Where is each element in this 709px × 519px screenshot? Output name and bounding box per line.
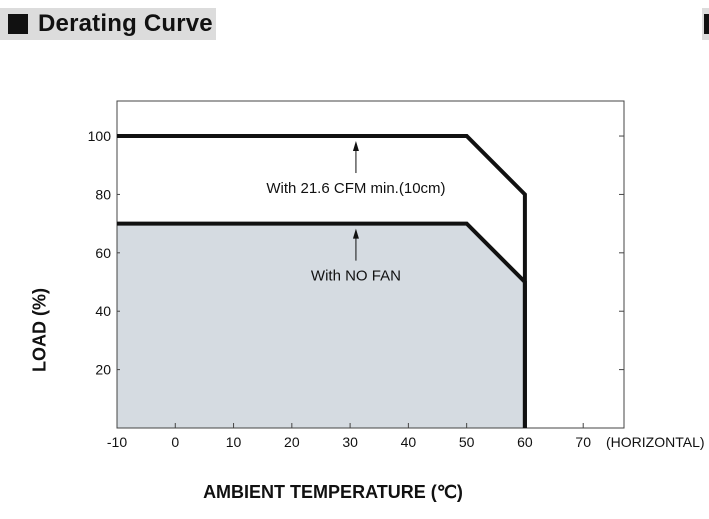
y-tick-label: 40: [95, 303, 111, 319]
x-tick-label: -10: [107, 434, 127, 450]
x-tick-label: 0: [171, 434, 179, 450]
square-bullet-icon: [704, 14, 709, 34]
square-bullet-icon: [8, 14, 28, 34]
y-tick-label: 60: [95, 245, 111, 261]
section-title: Derating Curve: [38, 10, 213, 37]
x-tick-label: 30: [342, 434, 358, 450]
x-tick-label: 50: [459, 434, 475, 450]
x-axis-horizontal-note: (HORIZONTAL): [606, 434, 705, 450]
plot-frame: [116, 100, 625, 429]
next-section-header-edge: [702, 8, 709, 40]
x-tick-label: 60: [517, 434, 533, 450]
y-axis-label: LOAD (%): [29, 288, 50, 372]
section-header: Derating Curve: [0, 8, 216, 40]
x-tick-label: 20: [284, 434, 300, 450]
y-tick-label: 80: [95, 186, 111, 202]
series-1-line: [117, 221, 527, 428]
x-tick-label: 70: [575, 434, 591, 450]
series-1-area: [117, 223, 525, 428]
series-0-annotation: With 21.6 CFM min.(10cm): [266, 180, 445, 197]
series-1-annotation: With NO FAN: [311, 268, 401, 285]
annotation-arrow-head: [352, 141, 359, 152]
x-tick-label: 40: [401, 434, 417, 450]
annotation-arrow-head: [352, 228, 359, 239]
x-axis-label: AMBIENT TEMPERATURE (℃): [203, 482, 463, 502]
y-tick-label: 100: [88, 128, 112, 144]
x-tick-label: 10: [226, 434, 242, 450]
y-tick-label: 20: [95, 362, 111, 378]
